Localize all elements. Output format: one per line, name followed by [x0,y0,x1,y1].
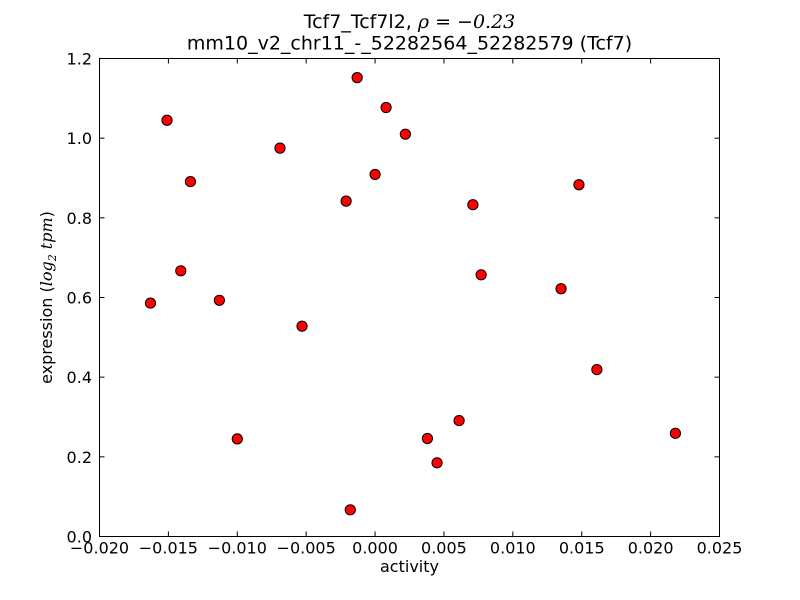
y-axis-label: expression (log2 tpm) [37,211,59,384]
data-point [296,320,308,332]
data-point [369,168,381,181]
x-tick-label: 0.020 [628,539,674,558]
y-tick-label: 0.4 [67,368,92,387]
data-point [344,504,356,516]
x-tick-label: 0.005 [421,539,467,558]
x-tick-label: −0.015 [139,539,198,558]
x-tick-label: 0.015 [559,539,605,558]
data-point [351,72,363,84]
data-point [475,269,487,281]
chart-subtitle: mm10_v2_chr11_-_52282564_52282579 (Tcf7) [187,33,632,55]
chart-title: Tcf7_Tcf7l2, ρ = −0.23 [303,11,516,33]
data-point [399,128,411,140]
data-point [231,433,243,445]
x-axis-label: activity [380,557,439,576]
data-point [669,427,682,439]
data-point [573,179,585,191]
y-tick-label: 1.2 [67,50,92,69]
data-point [184,175,197,188]
data-point [213,294,225,306]
data-point [453,414,465,427]
data-point [555,283,567,295]
x-tick-label: 0.000 [352,539,398,558]
data-point [175,265,187,277]
y-tick-label: 0.8 [67,209,92,228]
data-point [144,297,157,309]
data-point [431,457,443,469]
x-tick-label: −0.010 [208,539,267,558]
x-tick-label: −0.005 [277,539,336,558]
data-point [161,114,173,126]
y-tick-label: 0.6 [67,289,92,308]
x-tick-label: 0.010 [490,539,536,558]
data-point [340,195,352,207]
data-point [421,432,434,445]
x-tick-label: 0.025 [697,539,743,558]
y-tick-label: 1.0 [67,129,92,148]
data-point [591,363,603,376]
data-point [274,142,286,154]
y-tick-label: 0.0 [67,528,92,547]
data-point [467,199,479,211]
data-point [380,101,392,114]
y-tick-label: 0.2 [67,448,92,467]
x-tick-label: −0.020 [70,539,129,558]
